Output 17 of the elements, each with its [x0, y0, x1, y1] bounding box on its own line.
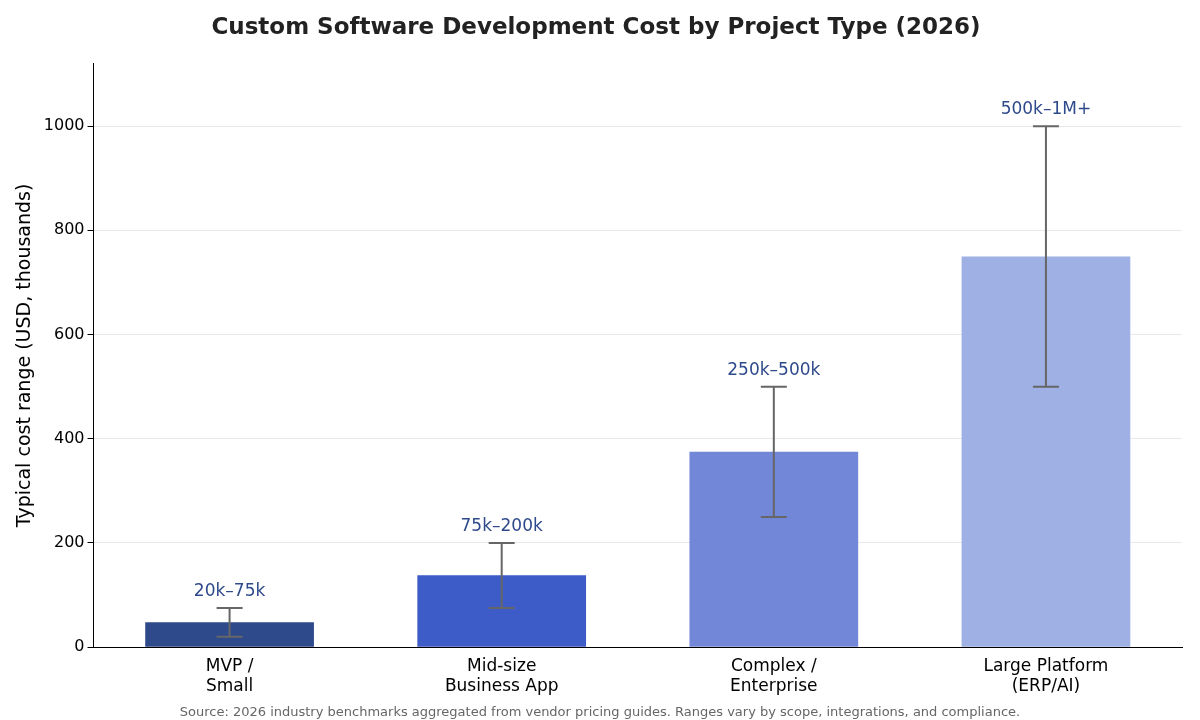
annotation: 75k–200k — [460, 514, 543, 535]
y-tick-label: 800 — [53, 219, 85, 239]
y-tick-label: 200 — [53, 532, 85, 552]
y-tick-label: 400 — [53, 427, 85, 447]
y-tick-label: 600 — [53, 323, 85, 343]
x-tick-label: Mid-size Business App — [444, 654, 559, 696]
source-note: Source: 2026 industry benchmarks aggregated from vendor pricing guides. Ranges vary by scope, integrations, and compliance. — [178, 704, 1022, 719]
chart-title: Custom Software Development Cost by Project Type (2026) — [211, 12, 981, 39]
annotation: 20k–75k — [193, 580, 266, 601]
y-axis-title: Typical cost range (USD, thousands) — [12, 183, 35, 529]
x-tick-label: Large Platform (ERP/AI) — [983, 654, 1109, 696]
annotation: 500k–1M+ — [1000, 98, 1092, 119]
y-tick-label: 0 — [74, 636, 85, 656]
y-tick-label: 1000 — [43, 115, 85, 135]
x-tick-label: MVP / Small — [205, 654, 254, 696]
annotation: 250k–500k — [727, 358, 821, 379]
x-tick-label: Complex / Enterprise — [730, 654, 818, 696]
